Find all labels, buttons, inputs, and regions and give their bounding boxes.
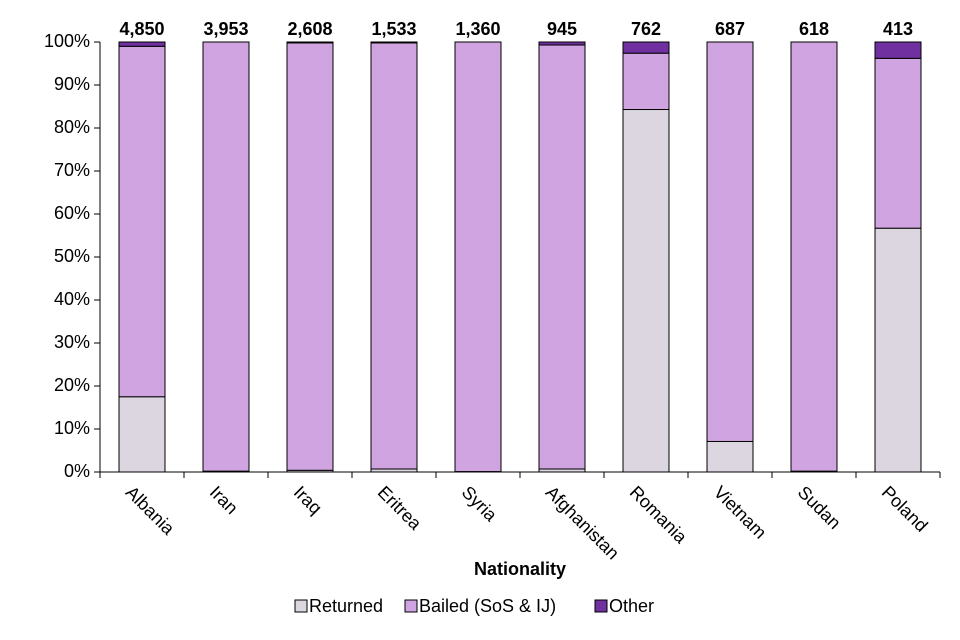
bar-segment xyxy=(370,41,418,44)
y-tick-label: 10% xyxy=(54,418,90,438)
total-label: 3,953 xyxy=(203,19,248,39)
total-label: 618 xyxy=(799,19,829,39)
bar-segment xyxy=(118,396,166,473)
total-label: 1,533 xyxy=(371,19,416,39)
total-label: 2,608 xyxy=(287,19,332,39)
bar-segment xyxy=(622,52,670,111)
total-label: 4,850 xyxy=(119,19,164,39)
total-label: 687 xyxy=(715,19,745,39)
legend-swatch xyxy=(594,599,608,613)
bar-segment xyxy=(706,440,754,473)
bar-segment xyxy=(538,41,586,46)
x-tick-label: Albania xyxy=(122,482,179,539)
bar-segment xyxy=(286,41,334,44)
bar-segment xyxy=(790,41,838,472)
y-tick-label: 50% xyxy=(54,246,90,266)
bar-segment xyxy=(370,42,418,470)
bar-segment xyxy=(706,41,754,442)
y-tick-label: 70% xyxy=(54,160,90,180)
total-label: 945 xyxy=(547,19,577,39)
x-tick-label: Iraq xyxy=(290,482,326,518)
x-tick-label: Syria xyxy=(458,482,502,526)
bar-segment xyxy=(874,57,922,229)
legend-label: Returned xyxy=(309,596,383,616)
bar-segment xyxy=(286,42,334,471)
legend-label: Other xyxy=(609,596,654,616)
y-tick-label: 100% xyxy=(44,31,90,51)
x-axis-label: Nationality xyxy=(474,559,566,579)
x-tick-label: Vietnam xyxy=(710,482,771,543)
bar-segment xyxy=(874,227,922,473)
x-tick-label: Romania xyxy=(626,482,692,548)
bar-segment xyxy=(202,41,250,472)
total-label: 1,360 xyxy=(455,19,500,39)
bar-segment xyxy=(622,109,670,473)
y-tick-label: 20% xyxy=(54,375,90,395)
x-tick-label: Afghanistan xyxy=(542,482,623,563)
legend-swatch xyxy=(294,599,308,613)
bar-segment xyxy=(874,41,922,59)
x-tick-label: Poland xyxy=(878,482,932,536)
bar-segment xyxy=(454,41,502,473)
y-tick-label: 30% xyxy=(54,332,90,352)
total-label: 413 xyxy=(883,19,913,39)
y-tick-label: 90% xyxy=(54,74,90,94)
y-tick-label: 40% xyxy=(54,289,90,309)
bar-segment xyxy=(622,41,670,54)
y-tick-label: 80% xyxy=(54,117,90,137)
total-label: 762 xyxy=(631,19,661,39)
legend-swatch xyxy=(404,599,418,613)
legend-label: Bailed (SoS & IJ) xyxy=(419,596,556,616)
bar-segment xyxy=(538,44,586,470)
bar-segment xyxy=(118,41,166,47)
x-tick-label: Eritrea xyxy=(374,482,426,534)
bar-segment xyxy=(118,45,166,398)
x-tick-label: Sudan xyxy=(794,482,845,533)
x-tick-label: Iran xyxy=(206,482,242,518)
y-tick-label: 60% xyxy=(54,203,90,223)
y-tick-label: 0% xyxy=(64,461,90,481)
